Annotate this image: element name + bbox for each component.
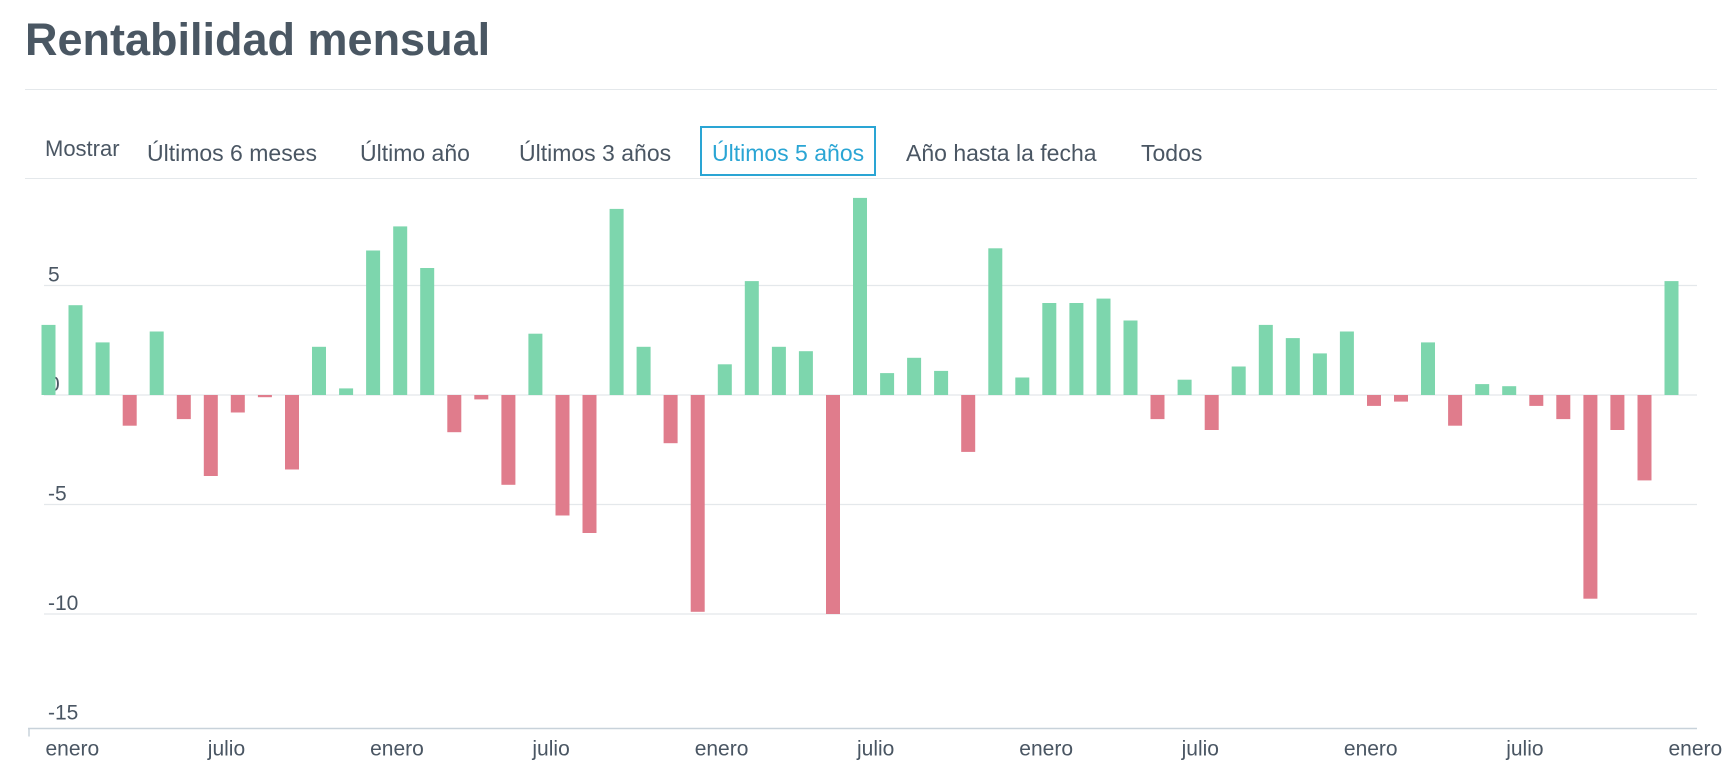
bar-negative[interactable] — [690, 395, 705, 612]
bar-negative[interactable] — [257, 395, 272, 398]
bar-positive[interactable] — [1475, 384, 1490, 395]
range-1-year-button[interactable]: Último año — [348, 126, 482, 176]
bar-negative[interactable] — [961, 395, 976, 452]
bar-positive[interactable] — [393, 226, 408, 395]
bar-positive[interactable] — [798, 351, 813, 395]
bar-positive[interactable] — [1042, 303, 1057, 395]
bar-negative[interactable] — [474, 395, 489, 400]
bar-positive[interactable] — [41, 324, 56, 395]
bar-positive[interactable] — [1123, 320, 1138, 396]
range-5-years-button[interactable]: Últimos 5 años — [700, 126, 877, 176]
bar-positive[interactable] — [880, 373, 895, 395]
x-axis — [28, 727, 1697, 737]
bar-negative[interactable] — [230, 395, 245, 413]
bar-positive[interactable] — [95, 342, 110, 395]
bar-negative[interactable] — [501, 395, 516, 485]
bar-positive[interactable] — [853, 197, 867, 395]
title-divider — [25, 89, 1717, 90]
bar-positive[interactable] — [609, 208, 624, 395]
bar-negative[interactable] — [122, 395, 137, 426]
x-tick-label: julio — [1181, 738, 1219, 761]
y-tick-label: -5 — [48, 483, 67, 506]
bar-positive[interactable] — [1015, 377, 1030, 396]
x-tick-label: enero — [695, 738, 749, 761]
bar-negative[interactable] — [285, 395, 299, 470]
range-selector-label: Mostrar — [45, 136, 120, 161]
bar-positive[interactable] — [907, 357, 922, 395]
bar-negative[interactable] — [1150, 395, 1165, 420]
bar-negative[interactable] — [826, 395, 840, 614]
bar-negative[interactable] — [447, 395, 462, 433]
bar-positive[interactable] — [771, 346, 786, 395]
bar-positive[interactable] — [1312, 353, 1327, 395]
bar-positive[interactable] — [988, 248, 1003, 395]
bar-negative[interactable] — [1637, 395, 1652, 481]
bar-positive[interactable] — [1069, 303, 1084, 395]
range-ytd-button[interactable]: Año hasta la fecha — [894, 126, 1109, 176]
bar-positive[interactable] — [1502, 386, 1517, 395]
bar-negative[interactable] — [663, 395, 678, 444]
bar-positive[interactable] — [1421, 342, 1435, 395]
bar-positive[interactable] — [636, 346, 651, 395]
range-3-years-button[interactable]: Últimos 3 años — [507, 126, 683, 176]
bar-negative[interactable] — [1583, 395, 1598, 599]
bar-negative[interactable] — [1610, 395, 1625, 430]
bar-negative[interactable] — [1394, 395, 1408, 402]
bar-positive[interactable] — [1231, 366, 1246, 396]
bars — [41, 197, 1679, 614]
bar-negative[interactable] — [1556, 395, 1571, 420]
bar-positive[interactable] — [1664, 281, 1679, 395]
bar-positive[interactable] — [1258, 324, 1273, 395]
bar-negative[interactable] — [1367, 395, 1381, 406]
bar-positive[interactable] — [68, 305, 83, 395]
x-axis-ticks: enero julio enero julio enero julio enero julio… — [46, 738, 1722, 761]
bar-positive[interactable] — [717, 364, 732, 395]
bar-negative[interactable] — [203, 395, 218, 476]
x-tick-label: enero — [1344, 738, 1398, 761]
bar-positive[interactable] — [1096, 298, 1111, 395]
bar-negative[interactable] — [582, 395, 597, 533]
bar-negative[interactable] — [1448, 395, 1463, 426]
bar-positive[interactable] — [420, 268, 435, 395]
x-tick-label: julio — [1505, 738, 1543, 761]
bar-positive[interactable] — [1339, 331, 1354, 396]
y-tick-label: -15 — [48, 702, 78, 725]
bar-positive[interactable] — [528, 333, 543, 395]
bar-positive[interactable] — [366, 250, 381, 396]
x-tick-label: enero — [1019, 738, 1073, 761]
x-tick-label: enero — [370, 738, 424, 761]
bar-negative[interactable] — [1204, 395, 1219, 430]
bar-positive[interactable] — [149, 331, 164, 396]
bar-negative[interactable] — [1529, 395, 1544, 406]
range-selector: Mostrar Últimos 6 meses Último año Últim… — [25, 126, 1697, 179]
bar-negative[interactable] — [176, 395, 191, 420]
x-tick-label: enero — [46, 738, 100, 761]
range-6-months-button[interactable]: Últimos 6 meses — [135, 126, 329, 176]
page-title: Rentabilidad mensual — [25, 14, 491, 65]
x-tick-label: julio — [531, 738, 569, 761]
x-tick-label: julio — [856, 738, 894, 761]
bar-positive[interactable] — [744, 281, 759, 395]
range-all-button[interactable]: Todos — [1129, 126, 1214, 176]
bar-positive[interactable] — [934, 370, 949, 395]
bar-positive[interactable] — [312, 346, 326, 395]
bar-positive[interactable] — [1285, 338, 1300, 395]
x-tick-label: enero — [1669, 738, 1722, 761]
bar-negative[interactable] — [555, 395, 570, 516]
y-tick-label: 5 — [48, 264, 60, 287]
bar-positive[interactable] — [339, 388, 354, 395]
x-tick-label: julio — [207, 738, 245, 761]
bar-positive[interactable] — [1177, 379, 1192, 395]
y-tick-label: -10 — [48, 592, 78, 615]
